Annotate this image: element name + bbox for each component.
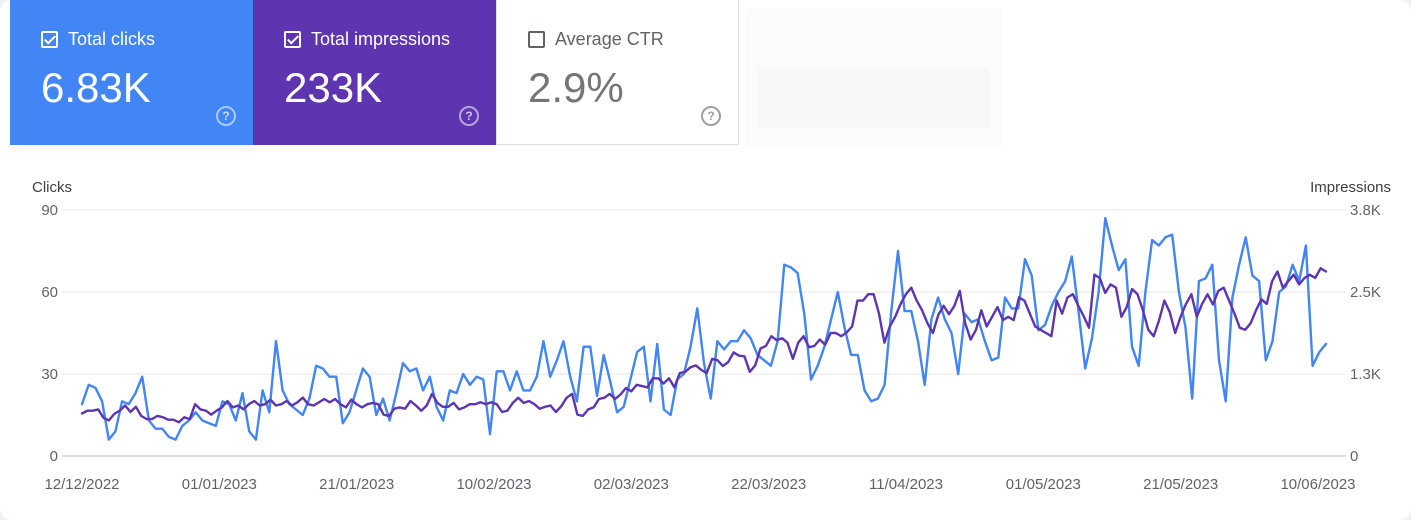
right-tick-label: 0	[1350, 448, 1358, 465]
x-tick-label: 11/04/2023	[869, 476, 943, 493]
total-clicks-label-row: Total clicks	[41, 29, 155, 50]
clicks-series-line	[80, 216, 1328, 441]
total-impressions-value: 233K	[284, 64, 383, 111]
help-icon[interactable]: ?	[459, 106, 479, 126]
x-tick-label: 02/03/2023	[594, 476, 669, 493]
right-tick-label: 3.8K	[1350, 202, 1381, 219]
axes: 90 3.8K 60 2.5K 30 1.3K 0 0 Clicks Impressions 12/…	[32, 179, 1391, 493]
average-ctr-label-row: Average CTR	[528, 29, 664, 50]
total-clicks-tile[interactable]: Total clicks 6.83K ?	[10, 0, 253, 145]
help-icon[interactable]: ?	[701, 106, 721, 126]
impressions-series-line	[80, 267, 1328, 424]
average-ctr-label: Average CTR	[555, 29, 664, 49]
x-tick-label: 10/02/2023	[456, 476, 531, 493]
x-tick-label: 01/05/2023	[1006, 476, 1081, 493]
left-axis-title: Clicks	[32, 179, 72, 196]
average-ctr-checkbox[interactable]	[528, 31, 545, 48]
x-tick-label: 21/05/2023	[1143, 476, 1218, 493]
left-tick-label: 0	[50, 448, 58, 465]
total-impressions-tile[interactable]: Total impressions 233K ?	[253, 0, 496, 145]
help-icon[interactable]: ?	[216, 106, 236, 126]
right-axis-title: Impressions	[1310, 179, 1391, 196]
right-tick-label: 1.3K	[1350, 366, 1381, 383]
left-tick-label: 90	[41, 202, 58, 219]
total-impressions-checkbox[interactable]	[284, 31, 301, 48]
left-tick-label: 30	[41, 366, 58, 383]
total-impressions-label: Total impressions	[311, 29, 451, 49]
total-clicks-value: 6.83K	[41, 64, 151, 111]
total-impressions-label-row: Total impressions	[284, 29, 450, 50]
total-clicks-label: Total clicks	[68, 29, 156, 49]
x-tick-label: 22/03/2023	[731, 476, 806, 493]
gridlines	[62, 209, 1346, 457]
left-tick-label: 60	[41, 284, 58, 301]
faded-tile-placeholder	[745, 8, 1003, 148]
x-tick-label: 21/01/2023	[319, 476, 394, 493]
x-tick-label: 10/06/2023	[1280, 476, 1355, 493]
average-ctr-tile[interactable]: Average CTR 2.9% ?	[496, 0, 739, 145]
total-clicks-checkbox[interactable]	[41, 31, 58, 48]
average-ctr-value: 2.9%	[528, 64, 624, 111]
right-tick-label: 2.5K	[1350, 284, 1381, 301]
x-tick-label: 12/12/2022	[44, 476, 119, 493]
x-tick-label: 01/01/2023	[182, 476, 257, 493]
series-lines	[80, 216, 1328, 441]
